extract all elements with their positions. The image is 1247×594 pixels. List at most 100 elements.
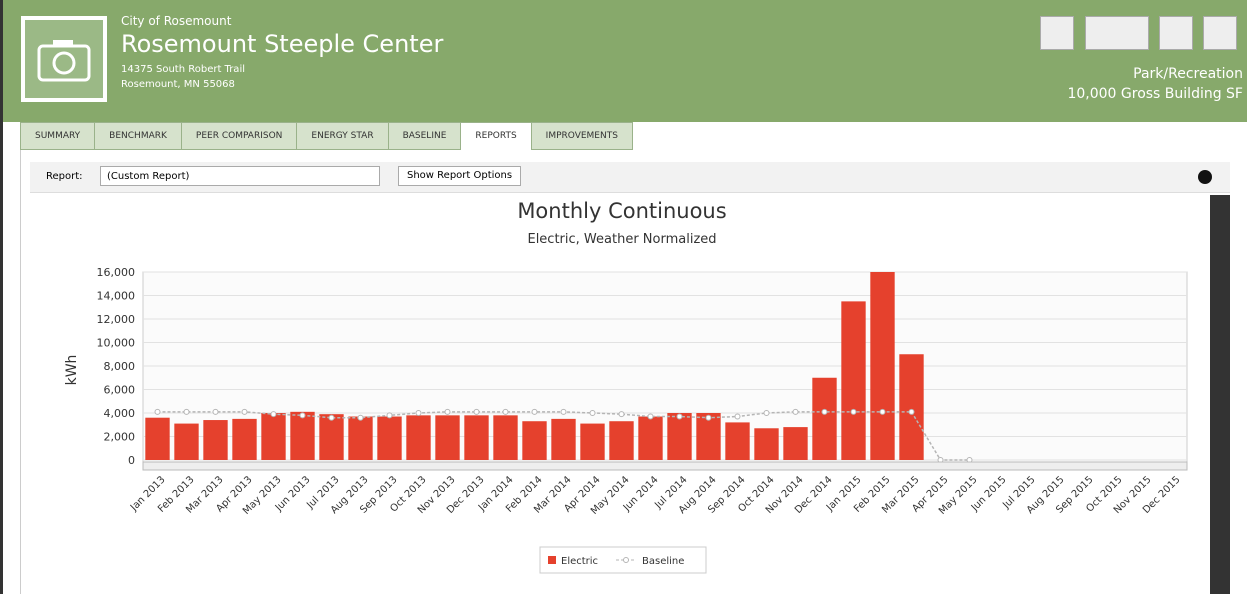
- bar: [348, 416, 373, 460]
- tab[interactable]: SUMMARY: [20, 122, 96, 150]
- y-tick-label: 12,000: [97, 313, 136, 326]
- marker: [299, 412, 306, 419]
- help-icon[interactable]: [1198, 170, 1212, 184]
- bar: [493, 415, 518, 460]
- bar: [667, 413, 692, 460]
- marker: [821, 408, 828, 415]
- marker: [531, 408, 538, 415]
- bar: [609, 421, 634, 460]
- org: City of Rosemount: [121, 14, 232, 28]
- bar: [203, 420, 228, 460]
- bar: [899, 354, 924, 460]
- header: City of Rosemount Rosemount Steeple Cent…: [0, 0, 1247, 122]
- bar: [580, 423, 605, 460]
- bar: [522, 421, 547, 460]
- scrollbar[interactable]: [1210, 195, 1230, 594]
- marker: [792, 408, 799, 415]
- legend-label: Baseline: [642, 556, 684, 567]
- bar: [725, 422, 750, 460]
- marker: [328, 414, 335, 421]
- bar: [319, 414, 344, 460]
- marker: [444, 408, 451, 415]
- excel-button[interactable]: [1085, 16, 1149, 50]
- marker: [415, 410, 422, 416]
- camera-icon: [37, 40, 91, 82]
- marker: [734, 413, 741, 420]
- logo: [21, 16, 107, 102]
- report-select[interactable]: (Custom Report): [100, 166, 380, 186]
- bar: [406, 415, 431, 460]
- y-tick-label: 10,000: [97, 337, 136, 350]
- tab[interactable]: REPORTS: [460, 122, 532, 152]
- bar: [377, 416, 402, 460]
- edge: [0, 122, 3, 594]
- plot-area: [142, 271, 1188, 466]
- marker: [183, 408, 190, 415]
- marker: [212, 408, 219, 415]
- bar: [812, 377, 837, 460]
- chart: Monthly Continuous Electric, Weather Nor…: [64, 199, 1188, 574]
- bar: [232, 418, 257, 460]
- y-tick-label: 14,000: [97, 290, 136, 303]
- marker: [386, 412, 393, 419]
- marker: [473, 408, 480, 415]
- y-tick-label: 4,000: [104, 407, 136, 420]
- marker: [502, 408, 509, 415]
- marker: [357, 414, 364, 421]
- options-button[interactable]: Show Report Options: [398, 166, 522, 186]
- marker: [908, 408, 915, 415]
- bar: [261, 413, 286, 460]
- range-scrollbar: [142, 461, 1188, 471]
- title: Rosemount Steeple Center: [121, 30, 444, 58]
- bar: [696, 413, 721, 460]
- bar: [551, 418, 576, 460]
- marker: [154, 408, 161, 415]
- y-tick-label: 6,000: [104, 384, 136, 397]
- bar: [435, 415, 460, 460]
- building-type: Park/Recreation: [1133, 66, 1243, 82]
- bar: [638, 416, 663, 460]
- report-label: Report:: [46, 171, 83, 182]
- bar: [290, 411, 315, 460]
- marker: [270, 411, 277, 418]
- bar: [754, 428, 779, 460]
- bar: [870, 272, 895, 460]
- bar: [174, 423, 199, 460]
- legend-swatch: [623, 557, 629, 563]
- bar: [841, 301, 866, 460]
- marker: [618, 411, 625, 418]
- marker: [879, 408, 886, 415]
- marker: [850, 408, 857, 415]
- marker: [647, 413, 654, 420]
- bar: [145, 417, 170, 460]
- chart-title: Monthly Continuous: [517, 199, 726, 223]
- building-area: 10,000 Gross Building SF: [1067, 86, 1243, 102]
- marker: [676, 413, 683, 420]
- address: 14375 South Robert Trail: [121, 64, 245, 75]
- tab[interactable]: PEER COMPARISON: [180, 122, 298, 150]
- marker: [560, 408, 567, 415]
- globe-button[interactable]: [1159, 16, 1193, 50]
- tab[interactable]: BENCHMARK: [94, 122, 182, 150]
- notes-button[interactable]: [1040, 16, 1074, 50]
- print-button[interactable]: [1203, 16, 1237, 50]
- toolbar: Report: (Custom Report) Show Report Opti…: [30, 162, 1230, 193]
- tab[interactable]: IMPROVEMENTS: [530, 122, 633, 150]
- y-tick-label: 0: [128, 454, 135, 467]
- tab[interactable]: BASELINE: [387, 122, 462, 150]
- marker: [589, 410, 596, 416]
- bar: [464, 415, 489, 460]
- marker: [705, 414, 712, 421]
- y-tick-label: 2,000: [104, 431, 136, 444]
- y-tick-label: 8,000: [104, 360, 136, 373]
- y-axis-label: kWh: [64, 355, 80, 386]
- legend-swatch: [548, 556, 556, 564]
- marker: [763, 410, 770, 416]
- chart-subtitle: Electric, Weather Normalized: [527, 232, 716, 247]
- address: Rosemount, MN 55068: [121, 79, 235, 90]
- marker: [241, 408, 248, 415]
- legend-label: Electric: [561, 556, 598, 567]
- tab[interactable]: ENERGY STAR: [296, 122, 389, 150]
